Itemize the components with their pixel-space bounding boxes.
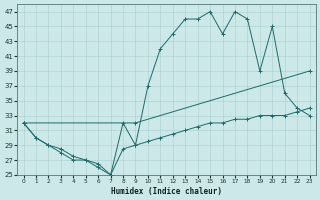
X-axis label: Humidex (Indice chaleur): Humidex (Indice chaleur) [111, 187, 222, 196]
